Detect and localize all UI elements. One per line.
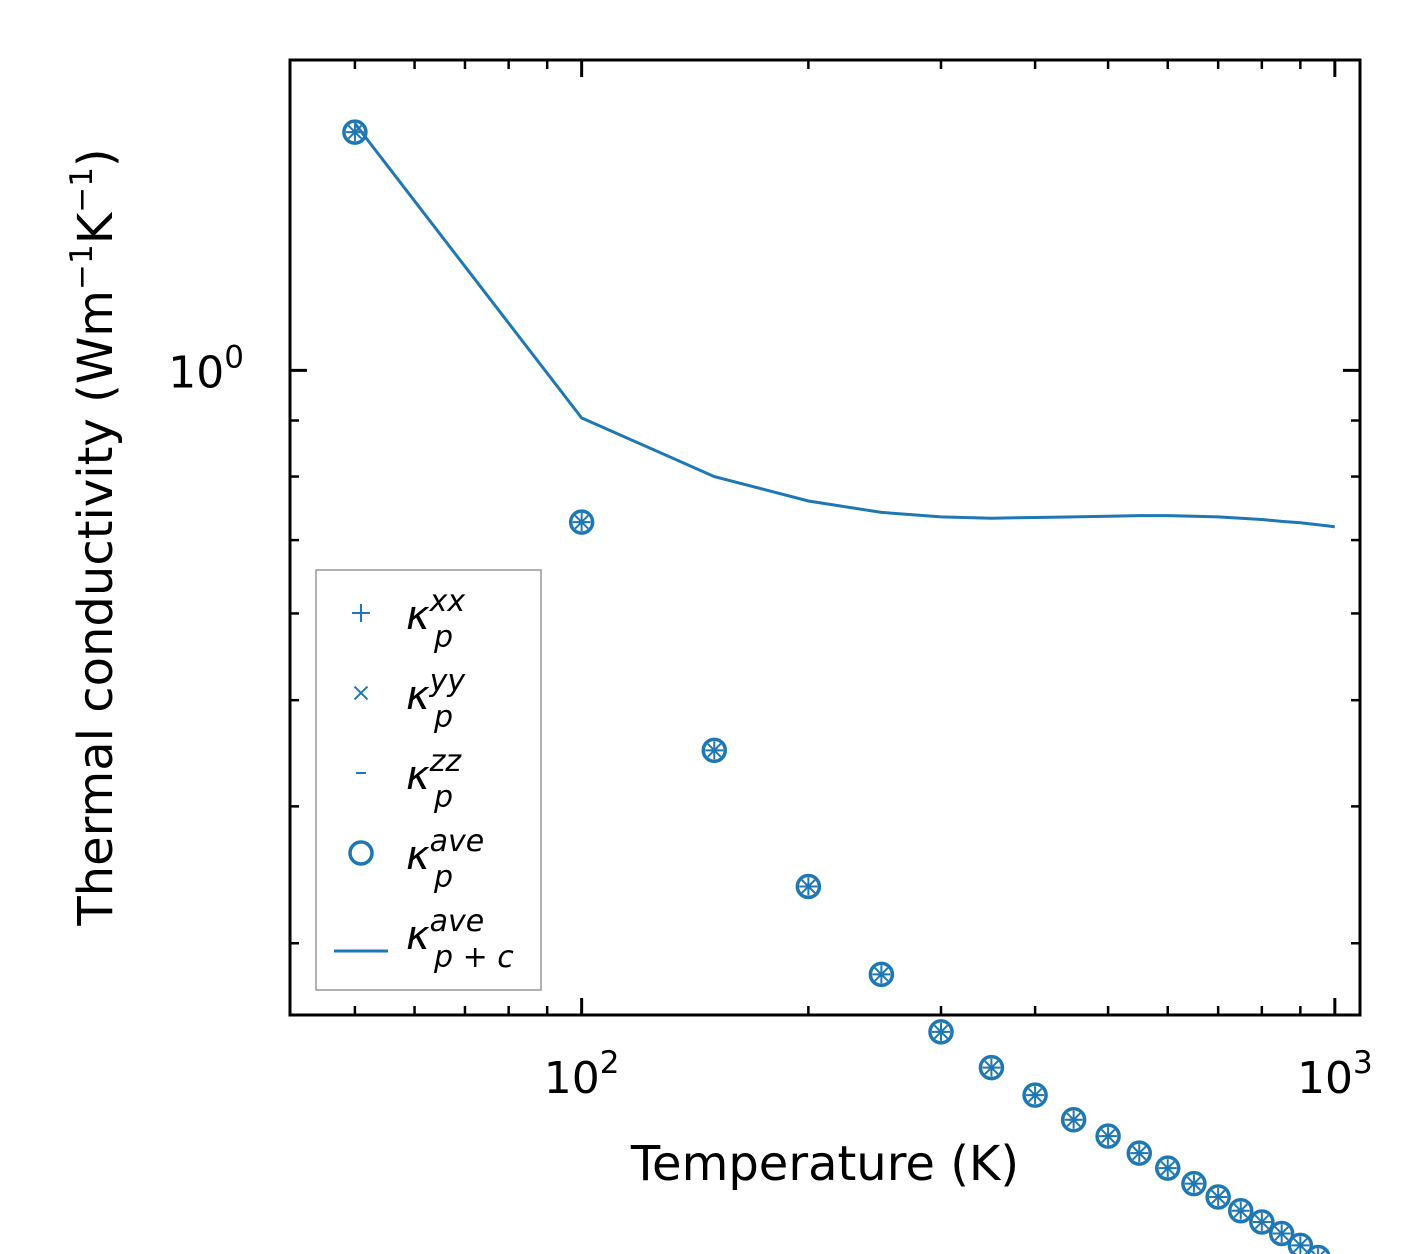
legend-entry: κave p○ (348, 824, 484, 895)
legend-base: κ (406, 833, 430, 879)
legend-sub: p + c (433, 940, 514, 975)
point-kappa_p_yy (1310, 1250, 1317, 1254)
legend-label: κyy p (406, 664, 466, 735)
legend-sup: zz (429, 744, 463, 779)
legend-sub: p (433, 620, 453, 655)
x-tick-base: 10 (544, 1053, 600, 1104)
series-kappa_p+c_ave (353, 122, 1335, 529)
legend-box (315, 569, 542, 991)
plot-frame (288, 58, 1362, 1017)
legend-sub: p (433, 860, 453, 895)
point-kappa_p_ave (1154, 1155, 1181, 1181)
point-kappa_p_ave (1022, 1082, 1048, 1108)
legend: κxx p+ κyy p× κzz p– κave p○ κave p + c— (315, 569, 542, 991)
y-axis-label-exp1: −1 (64, 244, 100, 290)
point-kappa_p_ave (1268, 1220, 1295, 1247)
point-kappa_p_ave (795, 873, 822, 900)
y-tick-label: 100 (168, 339, 244, 398)
legend-marker-icon (348, 840, 374, 866)
y-axis-label-close: ) (68, 148, 124, 167)
legend-entry: κxx p+ (352, 584, 465, 655)
legend-sub: p (433, 700, 453, 735)
y-tick-base: 10 (168, 347, 224, 398)
legend-entry: κyy p× (353, 664, 466, 735)
legend-sup: yy (429, 664, 467, 699)
legend-base: κ (406, 913, 430, 959)
legend-base: κ (406, 593, 430, 639)
point-kappa_p_ave (1181, 1170, 1207, 1197)
point-kappa_p_ave (342, 119, 368, 145)
point-kappa_p_ave (1095, 1123, 1121, 1149)
series-kappa_p_zz (349, 131, 1306, 1247)
legend-entry: κzz p– (356, 744, 462, 815)
legend-sub: p (433, 780, 453, 815)
x-tick-label: 103 (1297, 1045, 1373, 1104)
point-kappa_p_yy (1320, 1250, 1326, 1254)
line-kappa_p+c_ave (353, 122, 1335, 529)
x-tick-label: 102 (544, 1045, 620, 1104)
legend-entries: κxx p+ κyy p× κzz p– κave p○ κave p + c— (334, 584, 514, 975)
point-kappa_p_ave (1287, 1232, 1314, 1254)
point-kappa_p_ave (701, 737, 728, 764)
x-tick-labels: 102 103 (544, 1045, 1373, 1104)
point-kappa_p_ave (868, 961, 895, 988)
y-axis-label-main: Thermal conductivity (Wm (68, 290, 124, 927)
series-kappa_p_ave (342, 119, 1331, 1254)
legend-label: κzz p (406, 744, 462, 815)
point-kappa_p_ave (978, 1054, 1005, 1081)
x-axis-label: Temperature (K) (630, 1136, 1019, 1192)
legend-label: κave p + c (406, 904, 514, 975)
legend-base: κ (406, 753, 430, 799)
x-tick-exp: 3 (1353, 1045, 1373, 1081)
legend-sup: ave (430, 904, 485, 939)
point-kappa_p_ave (568, 509, 595, 535)
point-kappa_p_ave (1205, 1184, 1231, 1210)
legend-marker-icon (353, 685, 369, 701)
major-ticks (290, 60, 1360, 1015)
legend-label: κave p (406, 824, 484, 895)
y-axis-label-mid: K (68, 211, 124, 244)
point-kappa_p_ave (1126, 1140, 1153, 1166)
x-tick-exp: 2 (600, 1045, 620, 1081)
point-kappa_p_ave (1227, 1197, 1254, 1224)
point-kappa_p_ave (1060, 1107, 1087, 1133)
y-tick-exp: 0 (224, 339, 244, 375)
legend-sup: ave (430, 824, 485, 859)
legend-entry: κave p + c— (334, 904, 514, 975)
legend-base: κ (406, 673, 430, 719)
data-layer (342, 119, 1335, 1254)
point-kappa_p_ave (928, 1019, 954, 1045)
legend-sup: xx (429, 584, 466, 619)
x-tick-base: 10 (1297, 1053, 1353, 1104)
point-kappa_p_ave (1305, 1244, 1331, 1254)
y-tick-labels: 100 (168, 339, 244, 398)
legend-label: κxx p (406, 584, 465, 655)
y-axis-label: Thermal conductivity (Wm−1K−1) (64, 148, 124, 926)
y-axis-label-exp2: −1 (64, 167, 100, 213)
point-kappa_p_ave (1249, 1209, 1275, 1235)
